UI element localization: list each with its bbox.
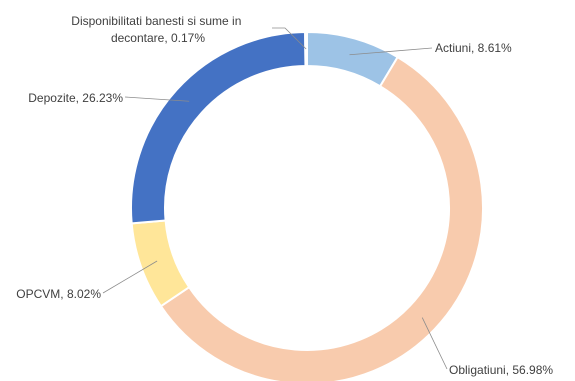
slice-1 [159,55,484,381]
label-actiuni: Actiuni, 8.61% [435,41,512,55]
label-disponibilitati-line-2: decontare, 0.17% [111,31,205,45]
leader-line-2 [102,260,158,294]
label-obligatiuni: Obligatiuni, 56.98% [449,363,553,377]
leader-lines [102,27,448,370]
slice-3 [130,30,307,225]
leader-line-4 [272,27,307,50]
leader-line-3 [124,96,190,102]
label-depozite: Depozite, 26.23% [28,91,123,105]
leader-line-0 [349,47,433,56]
doughnut-slices [130,30,484,381]
label-disponibilitati-line-1: Disponibilitati banesti si sume in [71,14,241,28]
leader-line-1 [421,317,448,370]
label-opcvm: OPCVM, 8.02% [16,287,101,301]
slice-2 [130,219,191,308]
label-disponibilitati: Disponibilitati banesti si sume in decon… [71,14,244,45]
